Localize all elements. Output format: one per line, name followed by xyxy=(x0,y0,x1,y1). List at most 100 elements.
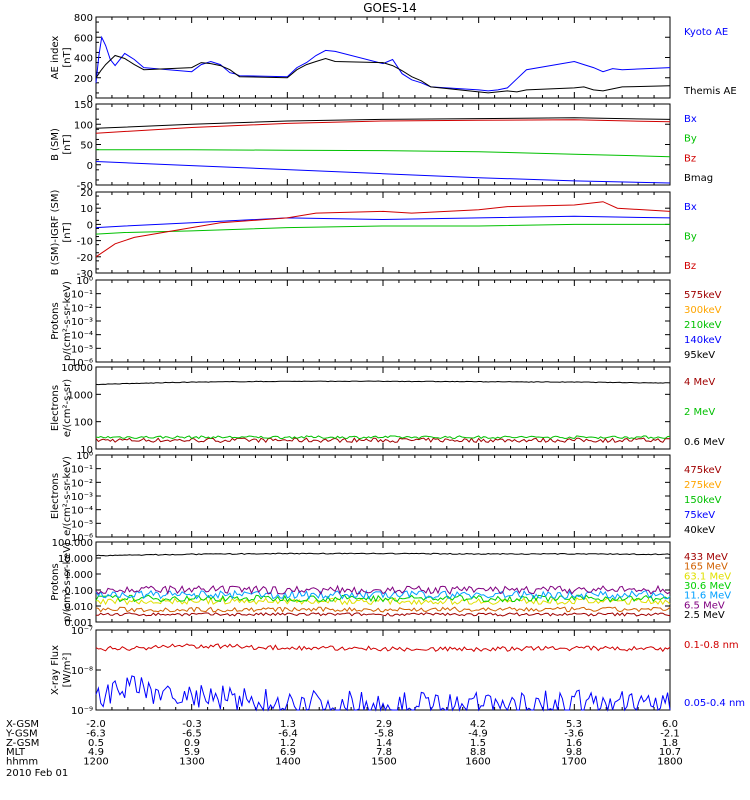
y-tick-label: 10⁻¹ xyxy=(71,465,93,476)
y-tick-label: 10⁻⁹ xyxy=(71,706,93,717)
series-line-2-5-mev xyxy=(95,552,671,557)
legend-label-63-1-mev: 63.1 MeV xyxy=(684,571,731,582)
y-axis-label: AE index xyxy=(50,36,61,80)
panel-6: 10⁻⁶ 10⁻⁵ 10⁻⁴ 10⁻³ 10⁻² 10⁻¹ 10⁰ Electrons e/(c… xyxy=(50,451,722,544)
footer-value: 4.2 xyxy=(470,719,486,730)
y-tick-label: 10⁻⁴ xyxy=(71,331,93,342)
footer-value: 1.6 xyxy=(566,738,582,749)
series-line-bz xyxy=(95,119,671,134)
series-line-kyoto-ae xyxy=(95,35,671,92)
series-line-30-6-mev xyxy=(95,594,671,603)
footer-value: 1200 xyxy=(83,757,108,768)
footer-value: 0.5 xyxy=(88,738,104,749)
footer-value: 5.3 xyxy=(566,719,582,730)
panel-1: 0 200 400 600 800 AE index [nT] Kyoto AE Themis … xyxy=(50,13,737,105)
legend-label-0-6-mev: 0.6 MeV xyxy=(684,437,725,448)
y-tick-label: -10 xyxy=(77,237,93,248)
y-axis-label: p/(cm²-s-sr-keV) xyxy=(62,281,73,361)
panel-8: 10⁻⁹ 10⁻⁸ 10⁻⁷ X-ray Flux [W/m²] 0.1-0.8 nm 0.… xyxy=(50,626,745,717)
y-tick-label: 0.001 xyxy=(64,618,93,629)
footer-value: 1800 xyxy=(657,757,682,768)
series-line-11-6-mev xyxy=(95,589,671,600)
footer-value: 4.9 xyxy=(88,747,104,758)
y-tick-label: 10⁰ xyxy=(76,451,93,462)
y-tick-label: 1000 xyxy=(68,390,93,401)
legend-label-themis-ae: Themis AE xyxy=(683,86,737,97)
series-line-0-1-0-8-nm xyxy=(95,643,671,653)
footer-value: 2.9 xyxy=(376,719,392,730)
legend-label-by: By xyxy=(684,134,697,145)
legend-label-0-1-0-8-nm: 0.1-0.8 nm xyxy=(684,640,739,651)
y-axis-label: Protons xyxy=(50,563,61,600)
footer-value: -2.0 xyxy=(86,719,106,730)
panel-frame xyxy=(95,279,671,363)
y-tick-label: 10⁻⁶ xyxy=(71,533,93,544)
y-tick-label: 10⁻⁶ xyxy=(71,358,93,369)
y-tick-label: 10⁻² xyxy=(71,478,93,489)
footer-value: 7.8 xyxy=(376,747,392,758)
legend-label-bx: Bx xyxy=(684,114,697,125)
y-tick-label: 0.010 xyxy=(64,602,93,613)
y-tick-label: -30 xyxy=(77,269,93,280)
y-axis-label: e/(cm²-s-sr) xyxy=(62,379,73,437)
y-tick-label: 0.100 xyxy=(64,586,93,597)
footer-value: 1300 xyxy=(179,757,204,768)
footer-value: -5.8 xyxy=(374,728,394,739)
y-tick-label: 100 xyxy=(74,418,93,429)
y-tick-label: 10⁻² xyxy=(71,303,93,314)
footer-value: 0.9 xyxy=(184,738,200,749)
series-line-themis-ae xyxy=(95,54,671,94)
panel-frame xyxy=(95,454,671,538)
footer-value: 5.9 xyxy=(184,747,200,758)
y-tick-label: 0 xyxy=(87,94,93,105)
legend-label-275kev: 275keV xyxy=(684,480,722,491)
series-line-6-5-mev xyxy=(95,584,671,596)
y-axis-label: X-ray Flux xyxy=(50,645,61,695)
footer-value: 10.7 xyxy=(659,747,681,758)
series-line-4-mev xyxy=(95,437,671,444)
footer-value: -6.3 xyxy=(86,728,106,739)
legend-label-95kev: 95keV xyxy=(684,350,715,361)
footer-row-label: hhmm xyxy=(6,757,38,768)
footer-value: -6.4 xyxy=(278,728,298,739)
y-axis-label: [nT] xyxy=(62,47,73,67)
legend-label-210kev: 210keV xyxy=(684,320,722,331)
legend-label-4-mev: 4 MeV xyxy=(684,377,715,388)
series-line-433-mev xyxy=(96,612,671,617)
legend-label-30-6-mev: 30.6 MeV xyxy=(684,581,731,592)
y-axis-label: B (SM)-IGRF (SM) xyxy=(50,190,61,276)
series-line-bx xyxy=(95,215,671,229)
y-tick-label: 20 xyxy=(80,188,93,199)
series-line-2-mev xyxy=(95,435,671,440)
y-axis-label: [nT] xyxy=(62,222,73,242)
legend-label-bx: Bx xyxy=(684,202,697,213)
y-tick-label: 10⁻⁷ xyxy=(71,626,93,637)
legend-label-475kev: 475keV xyxy=(684,465,722,476)
orbit-footer: X-GSM -2.0 -0.3 1.3 2.9 4.2 5.3 6.0 Y-GSM -6.3 -6.… xyxy=(5,719,683,768)
legend-label-75kev: 75keV xyxy=(684,510,715,521)
y-tick-label: 10⁻⁵ xyxy=(71,344,93,355)
legend-label-140kev: 140keV xyxy=(684,335,722,346)
panel-4: 10⁻⁶ 10⁻⁵ 10⁻⁴ 10⁻³ 10⁻² 10⁻¹ 10⁰ Protons p/(cm²… xyxy=(50,276,722,369)
footer-value: 1500 xyxy=(371,757,396,768)
y-axis-label: Protons xyxy=(50,302,61,339)
legend-label-bz: Bz xyxy=(684,261,696,272)
y-tick-label: 800 xyxy=(74,13,93,24)
y-tick-label: 10 xyxy=(80,445,93,456)
legend-label-433-mev: 433 MeV xyxy=(684,552,728,563)
footer-value: 1.2 xyxy=(280,738,296,749)
y-tick-label: -50 xyxy=(77,181,93,192)
footer-value: -4.9 xyxy=(468,728,488,739)
y-axis-label: Electrons xyxy=(50,385,61,431)
footer-value: -3.6 xyxy=(564,728,584,739)
y-tick-label: 10⁰ xyxy=(76,276,93,287)
legend-label-150kev: 150keV xyxy=(684,495,722,506)
y-axis-label: Electrons xyxy=(50,473,61,519)
legend-label-bmag: Bmag xyxy=(684,173,713,184)
y-axis-label: p/(cm²-s-sr-keV) xyxy=(62,542,73,622)
panel-frame xyxy=(95,103,671,186)
y-tick-label: 10 xyxy=(80,204,93,215)
footer-value: -2.1 xyxy=(660,728,680,739)
